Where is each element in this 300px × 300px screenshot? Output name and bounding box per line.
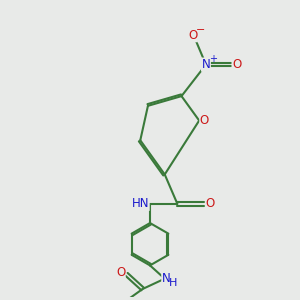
Text: O: O	[116, 266, 125, 279]
Text: N: N	[162, 272, 171, 285]
Text: −: −	[196, 25, 205, 35]
Text: N: N	[202, 58, 210, 71]
Text: O: O	[188, 29, 197, 42]
Text: HN: HN	[132, 197, 149, 210]
Text: O: O	[206, 197, 215, 210]
Text: O: O	[232, 58, 242, 71]
Text: O: O	[200, 114, 209, 127]
Text: +: +	[209, 54, 217, 64]
Text: H: H	[169, 278, 177, 288]
